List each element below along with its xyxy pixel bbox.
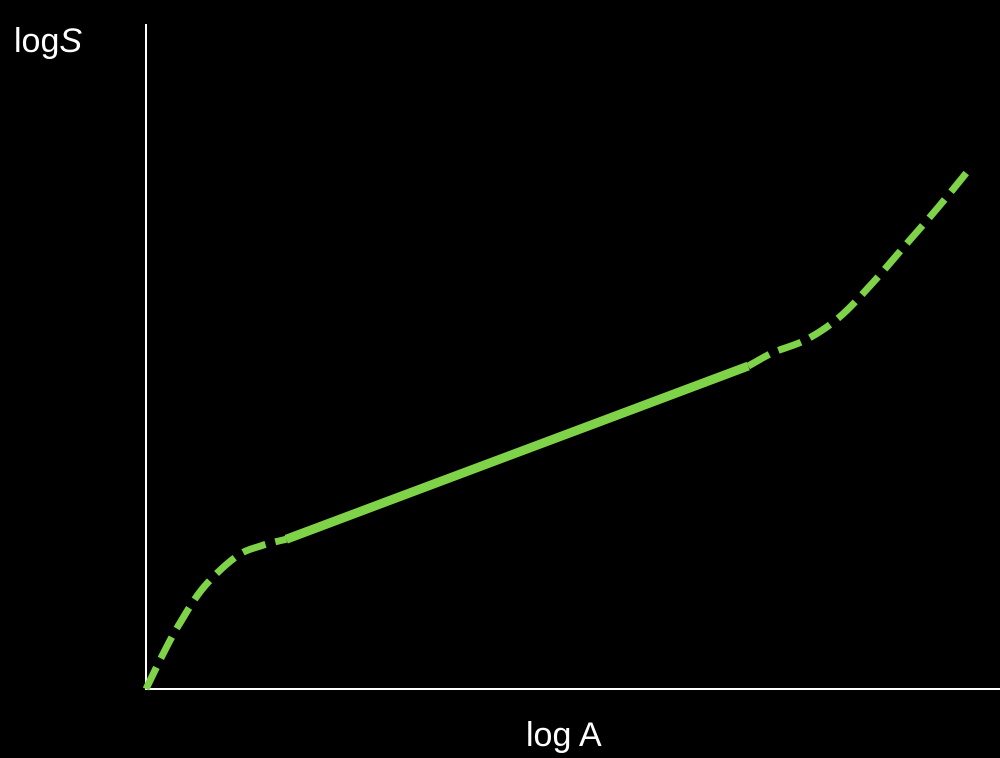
y-axis-label-prefix: log <box>14 22 60 60</box>
y-axis-label-variable: S <box>59 22 83 60</box>
solid-curve-segment <box>284 361 750 544</box>
series-layer <box>142 164 974 691</box>
y-axis-label: logS <box>14 24 82 58</box>
axes <box>145 24 1000 690</box>
x-axis-label: log A <box>526 716 602 754</box>
dashed-curve-segment-3 <box>746 164 974 370</box>
dashed-curve-segment-1 <box>142 535 288 691</box>
